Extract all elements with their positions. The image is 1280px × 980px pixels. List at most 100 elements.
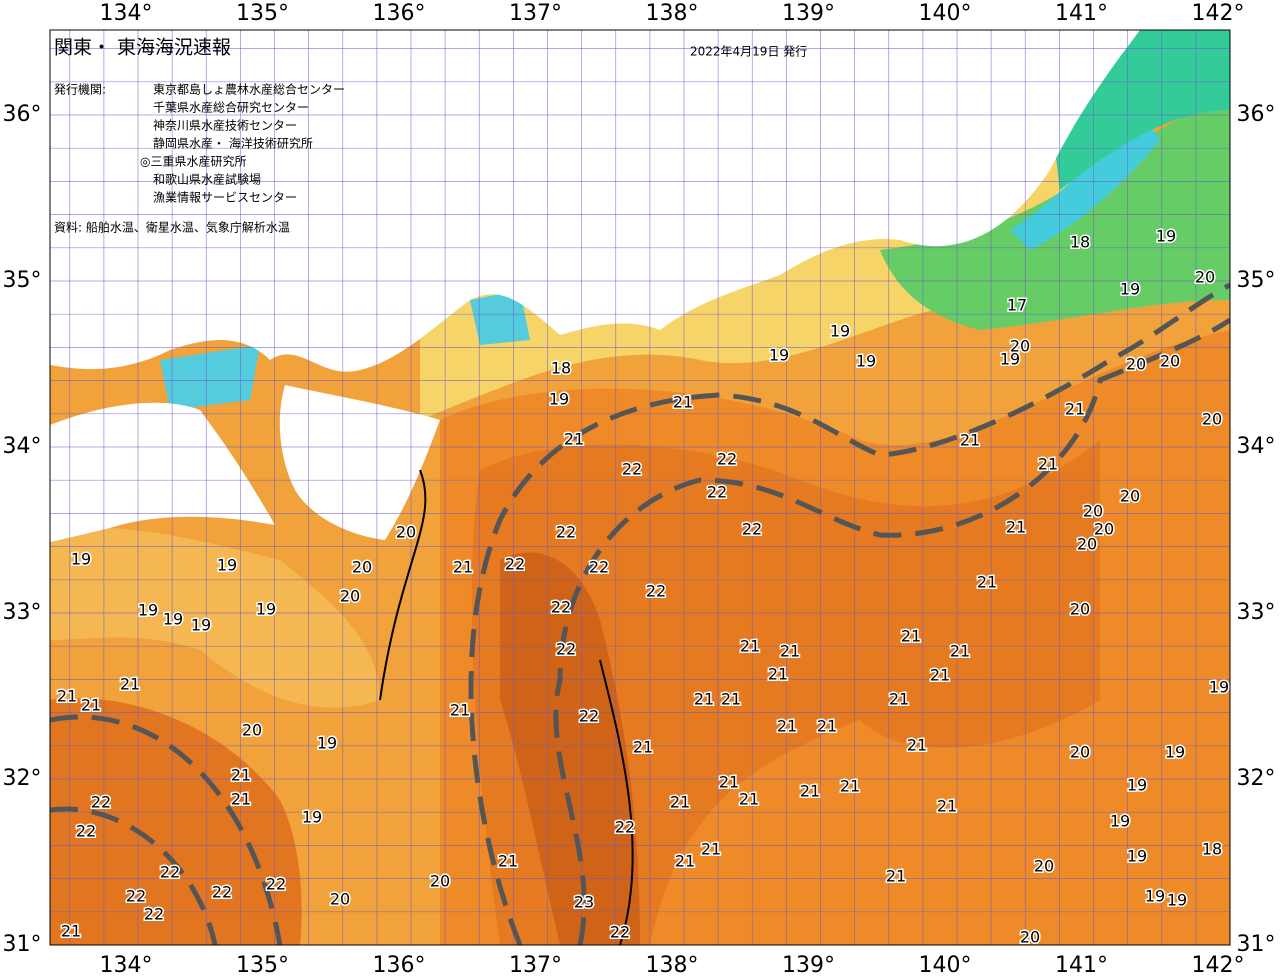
temperature-label: 17 [1007,296,1027,315]
temperature-label: 19 [856,352,876,371]
temperature-label: 21 [1065,400,1085,419]
temperature-label: 21 [61,922,81,941]
temperature-label: 19 [1127,847,1147,866]
publisher-label: 発行機関: [54,82,106,97]
latitude-label: 31° [3,932,42,957]
longitude-label: 140° [919,953,972,978]
temperature-label: 22 [126,887,146,906]
temperature-label: 19 [769,346,789,365]
temperature-label: 20 [1070,743,1090,762]
temperature-label: 21 [675,852,695,871]
temperature-label: 20 [1126,355,1146,374]
temperature-label: 21 [1038,455,1058,474]
latitude-label: 31° [1237,932,1276,957]
temperature-label: 21 [768,665,788,684]
temperature-label: 22 [707,483,727,502]
longitude-label: 135° [236,1,289,26]
map-title: 関東・ 東海海況速報 [54,37,231,59]
latitude-label: 34° [3,434,42,459]
temperature-label: 19 [549,390,569,409]
temperature-label: 18 [551,359,571,378]
temperature-label: 21 [120,675,140,694]
temperature-label: 20 [1120,487,1140,506]
temperature-label: 22 [551,598,571,617]
temperature-label: 19 [163,610,183,629]
coastal-zone [50,527,380,708]
publisher-name: ◎三重県水産研究所 [140,154,246,169]
temperature-label: 22 [646,582,666,601]
temperature-label: 22 [144,905,164,924]
map-frame [49,29,1231,946]
temperature-label: 22 [91,793,111,812]
data-source: 資料: 船舶水温、衛星水温、気象庁解析水温 [54,220,290,235]
publisher-name: 千葉県水産総合研究センター [153,100,309,115]
temperature-label: 21 [450,701,470,720]
temperature-label: 21 [800,782,820,801]
temperature-label: 21 [694,690,714,709]
temperature-label: 21 [907,736,927,755]
longitude-label: 141° [1055,1,1108,26]
temperature-label: 19 [1127,776,1147,795]
temperature-label: 20 [1083,502,1103,521]
temperature-label: 21 [670,793,690,812]
temperature-label: 20 [1010,337,1030,356]
longitude-label: 136° [373,1,426,26]
longitude-label: 136° [373,953,426,978]
temperature-label: 19 [302,808,322,827]
bay-water [160,290,530,410]
temperature-label: 19 [1165,743,1185,762]
temperature-label: 22 [556,523,576,542]
temperature-label: 20 [330,890,350,909]
temperature-label: 21 [564,430,584,449]
temperature-label: 21 [721,690,741,709]
temperature-label: 19 [138,601,158,620]
temperature-label: 20 [430,872,450,891]
longitude-label: 134° [100,953,153,978]
temperature-label: 19 [317,734,337,753]
temperature-label: 19 [1120,280,1140,299]
temperature-label: 21 [231,790,251,809]
temperature-label: 21 [719,773,739,792]
temperature-label: 20 [1202,410,1222,429]
latitude-label: 36° [1237,102,1276,127]
temperature-label: 22 [505,555,525,574]
temperature-label: 20 [1195,268,1215,287]
temperature-label: 20 [340,587,360,606]
land [50,30,1140,372]
latitude-label: 33° [1237,600,1276,625]
longitude-label: 135° [236,953,289,978]
longitude-label: 134° [100,1,153,26]
temperature-label: 22 [622,460,642,479]
longitude-label: 142° [1192,1,1245,26]
temperature-label: 21 [633,738,653,757]
temperature-label: 21 [950,642,970,661]
temperature-label: 19 [830,322,850,341]
temperature-label: 21 [817,717,837,736]
eddy-edge [50,714,283,945]
temperature-label: 20 [242,721,262,740]
latitude-label: 35° [1237,268,1276,293]
temperature-label: 21 [673,393,693,412]
temperature-label: 19 [1156,227,1176,246]
temperature-label: 20 [1070,600,1090,619]
latitude-label: 32° [3,766,42,791]
longitude-label: 141° [1055,953,1108,978]
temperature-label: 22 [160,863,180,882]
graticule [50,30,1230,945]
temperature-label: 23 [574,893,594,912]
publisher-list: 東京都島しょ農林水産総合センター千葉県水産総合研究センター神奈川県水産技術センタ… [140,82,345,205]
temperature-label: 21 [57,687,77,706]
temperature-label: 20 [1094,520,1114,539]
temperature-label: 21 [701,840,721,859]
temperature-label: 21 [937,797,957,816]
temperature-label: 22 [76,822,96,841]
latitude-label: 34° [1237,434,1276,459]
temperature-label: 21 [886,867,906,886]
temperature-label: 21 [1006,518,1026,537]
temperature-label: 19 [1209,678,1229,697]
temperature-label: 21 [930,666,950,685]
temperature-label: 19 [217,556,237,575]
publisher-name: 和歌山県水産試験場 [153,172,261,187]
